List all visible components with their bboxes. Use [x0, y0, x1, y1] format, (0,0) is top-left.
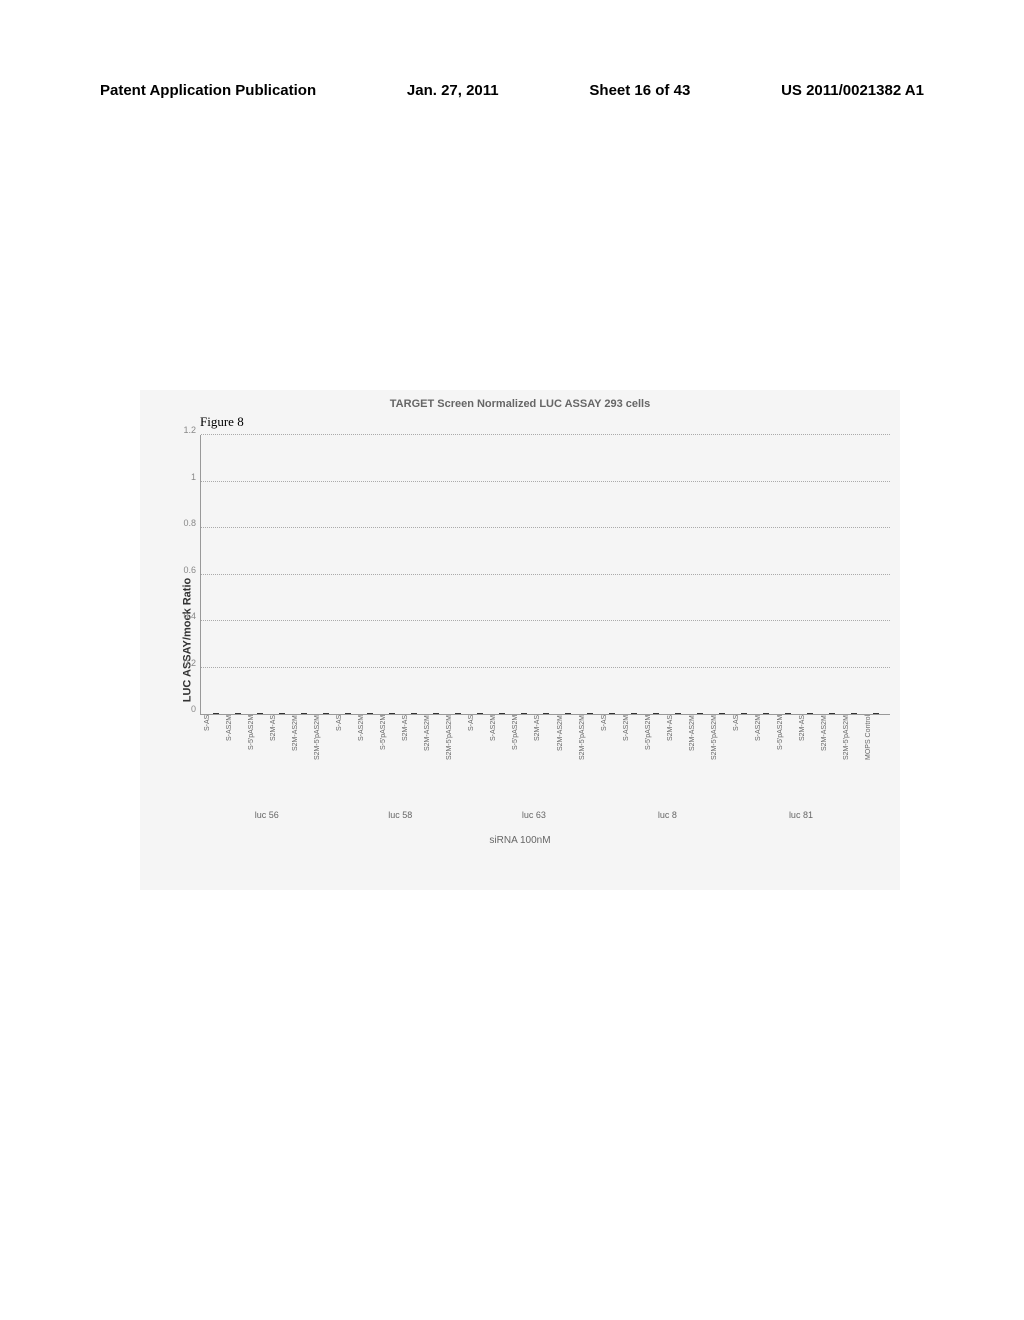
error-cap: [741, 713, 747, 714]
group-label: luc 58: [334, 810, 468, 820]
x-tick-label: S-AS2M: [226, 715, 247, 805]
error-cap: [389, 713, 395, 714]
error-cap: [345, 713, 351, 714]
error-cap: [367, 713, 373, 714]
x-tick-label: S2M-AS2M: [424, 715, 445, 805]
figure-label: Figure 8: [200, 414, 244, 430]
error-cap: [411, 713, 417, 714]
x-tick-label: S-AS2M: [623, 715, 644, 805]
x-labels: S-ASS-AS2MS-5'pAS2MS2M-ASS2M-AS2MS2M-5'p…: [200, 715, 890, 805]
x-tick-label: S2M-AS: [799, 715, 820, 805]
error-cap: [279, 713, 285, 714]
error-cap: [235, 713, 241, 714]
y-tick-label: 0: [191, 704, 196, 714]
error-cap: [323, 713, 329, 714]
error-cap: [521, 713, 527, 714]
error-cap: [477, 713, 483, 714]
error-cap: [609, 713, 615, 714]
x-tick-label: S2M-AS: [402, 715, 423, 805]
x-tick-label: S-AS: [204, 715, 225, 805]
x-tick-label: S2M-AS2M: [689, 715, 710, 805]
error-cap: [565, 713, 571, 714]
y-tick-label: 1.2: [183, 425, 196, 435]
header-sheet: Sheet 16 of 43: [589, 82, 690, 99]
error-cap: [763, 713, 769, 714]
error-cap: [851, 713, 857, 714]
chart-title: TARGET Screen Normalized LUC ASSAY 293 c…: [140, 390, 900, 418]
group-label: luc 81: [734, 810, 868, 820]
error-cap: [257, 713, 263, 714]
error-cap: [587, 713, 593, 714]
y-tick-label: 1: [191, 472, 196, 482]
y-axis-label: LUC ASSAY/mock Ratio: [181, 578, 193, 703]
y-tick-label: 0.4: [183, 611, 196, 621]
x-tick-label: S-AS: [601, 715, 622, 805]
x-tick-label: S2M-AS: [667, 715, 688, 805]
y-tick-label: 0.6: [183, 565, 196, 575]
x-tick-label: S2M-5'pAS2M: [446, 715, 467, 805]
error-cap: [433, 713, 439, 714]
x-tick-label: S2M-AS2M: [557, 715, 578, 805]
x-tick-label: S-5'pAS2M: [380, 715, 401, 805]
x-tick-label: S2M-AS: [534, 715, 555, 805]
x-tick-label: S2M-5'pAS2M: [314, 715, 335, 805]
header-center: Jan. 27, 2011: [407, 82, 499, 99]
y-tick-label: 0.8: [183, 518, 196, 528]
x-axis-label: siRNA 100nM: [140, 835, 900, 846]
error-cap: [697, 713, 703, 714]
header-left: Patent Application Publication: [100, 82, 316, 99]
x-tick-label: S-5'pAS2M: [645, 715, 666, 805]
chart-container: TARGET Screen Normalized LUC ASSAY 293 c…: [140, 390, 900, 890]
x-tick-label: S2M-5'pAS2M: [711, 715, 732, 805]
x-tick-label: S2M-AS2M: [292, 715, 313, 805]
error-cap: [719, 713, 725, 714]
x-tick-label: S-AS2M: [755, 715, 776, 805]
page-header: Patent Application Publication Jan. 27, …: [0, 82, 1024, 99]
error-cap: [873, 713, 879, 714]
header-right: US 2011/0021382 A1: [781, 82, 924, 99]
x-tick-label: S2M-AS: [270, 715, 291, 805]
error-cap: [785, 713, 791, 714]
error-cap: [675, 713, 681, 714]
group-label: luc 56: [200, 810, 334, 820]
x-tick-label: S-AS2M: [490, 715, 511, 805]
x-tick-label: S2M-5'pAS2M: [843, 715, 864, 805]
group-label: luc 8: [601, 810, 735, 820]
error-cap: [213, 713, 219, 714]
group-labels: luc 56luc 58luc 63luc 8luc 81: [200, 810, 890, 820]
error-cap: [653, 713, 659, 714]
x-tick-label: S2M-AS2M: [821, 715, 842, 805]
error-cap: [455, 713, 461, 714]
x-tick-label: S-AS: [733, 715, 754, 805]
x-tick-label: MOPS Control: [865, 715, 886, 805]
x-tick-label: S-AS: [468, 715, 489, 805]
x-tick-label: S-AS2M: [358, 715, 379, 805]
error-cap: [499, 713, 505, 714]
error-cap: [301, 713, 307, 714]
error-cap: [829, 713, 835, 714]
error-cap: [807, 713, 813, 714]
x-tick-label: S-AS: [336, 715, 357, 805]
x-tick-label: S-5'pAS2M: [777, 715, 798, 805]
y-tick-label: 0.2: [183, 658, 196, 668]
x-tick-label: S2M-5'pAS2M: [579, 715, 600, 805]
plot-area: 00.20.40.60.811.2: [200, 435, 890, 715]
error-cap: [543, 713, 549, 714]
error-cap: [631, 713, 637, 714]
bars-wrapper: [201, 435, 890, 714]
group-label: luc 63: [467, 810, 601, 820]
x-tick-label: S-5'pAS2M: [512, 715, 533, 805]
x-tick-label: S-5'pAS2M: [248, 715, 269, 805]
